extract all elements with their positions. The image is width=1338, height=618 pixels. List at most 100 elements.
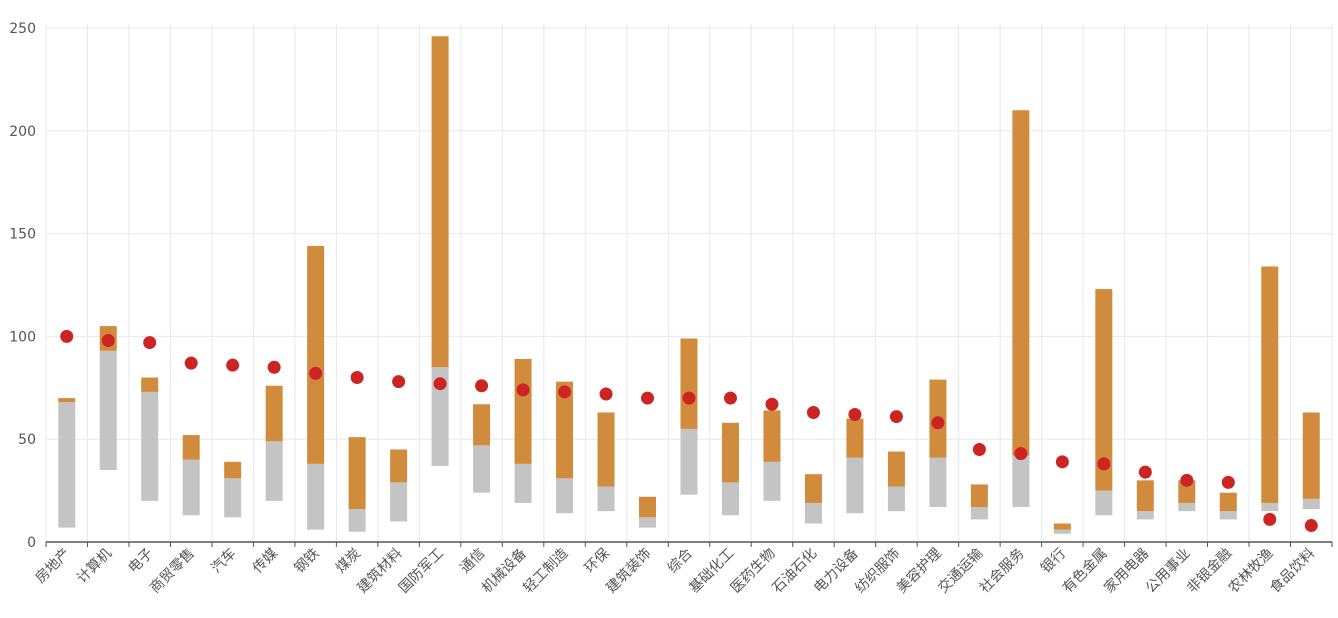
- marker-point: [599, 387, 613, 401]
- x-tick-label: 电子: [125, 546, 156, 577]
- bars-layer: [58, 36, 1320, 534]
- bar-high-segment: [846, 418, 864, 458]
- bar-low-segment: [431, 367, 449, 466]
- bar-low-segment: [804, 502, 822, 524]
- x-tick-label: 机械设备: [478, 545, 530, 597]
- marker-point: [848, 408, 862, 422]
- grid-layer: [45, 24, 1333, 542]
- marker-point: [1014, 447, 1028, 461]
- marker-point: [60, 329, 74, 343]
- bar-high-segment: [390, 449, 408, 483]
- x-tick-label: 有色金属: [1059, 545, 1111, 597]
- marker-point: [558, 385, 572, 399]
- marker-point: [226, 358, 240, 372]
- bar-low-segment: [390, 482, 408, 522]
- bar-low-segment: [556, 478, 574, 514]
- y-tick-label: 250: [9, 21, 36, 37]
- bar-high-segment: [182, 435, 200, 460]
- bar-high-segment: [473, 404, 491, 446]
- bar-low-segment: [1095, 490, 1113, 516]
- marker-point: [682, 391, 696, 405]
- y-tick-label: 150: [9, 227, 36, 243]
- bar-high-segment: [141, 377, 159, 392]
- marker-point: [392, 375, 406, 389]
- bar-high-segment: [1136, 480, 1154, 512]
- marker-point: [433, 377, 447, 391]
- bar-high-segment: [58, 398, 76, 403]
- x-tick-label: 传媒: [250, 546, 281, 577]
- bar-low-segment: [763, 461, 781, 501]
- marker-point: [1138, 465, 1152, 479]
- bar-high-segment: [307, 245, 325, 464]
- y-tick-label: 100: [9, 329, 36, 345]
- x-tick-label: 电力设备: [810, 545, 862, 597]
- bar-high-segment: [597, 412, 615, 487]
- bar-low-segment: [141, 391, 159, 501]
- bar-low-segment: [1136, 511, 1154, 520]
- x-tick-label: 家用电器: [1101, 545, 1153, 597]
- x-tick-label: 汽车: [208, 545, 240, 577]
- bar-high-segment: [1095, 289, 1113, 491]
- bar-high-segment: [721, 422, 739, 483]
- bar-low-segment: [1053, 529, 1071, 534]
- bar-high-segment: [1012, 110, 1030, 456]
- bar-low-segment: [473, 445, 491, 493]
- x-tick-label: 环保: [582, 546, 613, 577]
- y-tick-label: 200: [9, 124, 36, 140]
- bar-low-segment: [182, 459, 200, 516]
- marker-point: [806, 405, 820, 419]
- x-tick-label: 综合: [665, 546, 696, 577]
- marker-point: [1263, 512, 1277, 526]
- bar-high-segment: [224, 461, 242, 479]
- marker-point: [931, 416, 945, 430]
- bar-low-segment: [970, 507, 988, 520]
- bar-high-segment: [1053, 523, 1071, 530]
- x-axis: [45, 541, 1333, 547]
- marker-point: [1055, 455, 1069, 469]
- bar-high-segment: [556, 381, 574, 479]
- marker-point: [641, 391, 655, 405]
- bar-low-segment: [348, 509, 366, 532]
- bar-high-segment: [265, 385, 283, 442]
- x-tick-label: 钢铁: [291, 546, 322, 577]
- marker-point: [516, 383, 530, 397]
- x-tick-label: 纺织服饰: [852, 546, 903, 597]
- bar-high-segment: [680, 338, 698, 429]
- bar-high-segment: [1302, 412, 1320, 499]
- bar-low-segment: [721, 482, 739, 516]
- x-tick-label: 社会服务: [977, 546, 1028, 597]
- bar-low-segment: [58, 402, 76, 528]
- marker-point: [475, 379, 489, 393]
- bar-high-segment: [1219, 492, 1237, 512]
- bar-low-segment: [1012, 455, 1030, 508]
- x-tick-label: 房地产: [33, 546, 74, 587]
- marker-point: [309, 366, 323, 380]
- x-tick-label: 建筑材料: [355, 546, 406, 597]
- bar-high-segment: [514, 359, 532, 464]
- bar-low-segment: [307, 463, 325, 530]
- x-tick-label: 国防军工: [396, 546, 447, 597]
- bar-high-segment: [887, 451, 905, 487]
- x-tick-label: 煤炭: [333, 546, 364, 577]
- bar-high-segment: [431, 36, 449, 368]
- x-tick-label: 基础化工: [686, 545, 738, 597]
- bar-low-segment: [1261, 502, 1279, 512]
- bar-low-segment: [846, 457, 864, 514]
- y-axis: 0 50 100 150 200 250: [9, 21, 36, 551]
- x-tick-label: 公用事业: [1143, 546, 1194, 597]
- bar-low-segment: [265, 441, 283, 501]
- x-tick-label: 轻工制造: [520, 546, 571, 597]
- bar-low-segment: [887, 486, 905, 512]
- bar-low-segment: [1178, 502, 1196, 512]
- marker-point: [1097, 457, 1111, 471]
- bar-low-segment: [224, 478, 242, 518]
- bar-low-segment: [514, 463, 532, 503]
- x-tick-label: 农林牧渔: [1226, 546, 1277, 597]
- x-tick-label: 交通运输: [935, 545, 987, 597]
- x-tick-label: 非银金融: [1184, 546, 1235, 597]
- bar-high-segment: [1261, 266, 1279, 503]
- x-tick-label: 食品饮料: [1266, 545, 1318, 597]
- bar-low-segment: [597, 486, 615, 512]
- marker-point: [101, 334, 115, 348]
